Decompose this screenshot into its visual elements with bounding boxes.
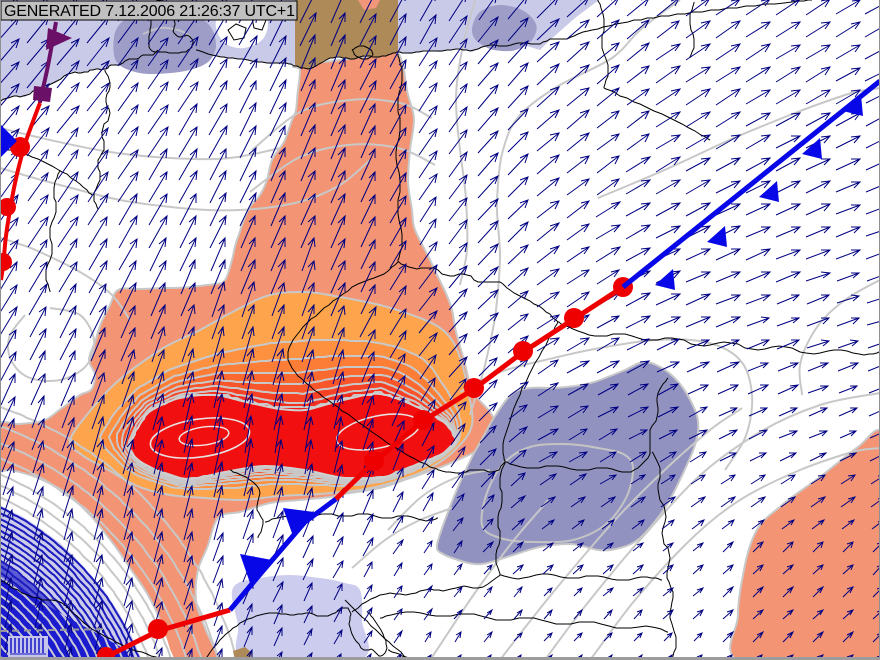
svg-text:GENERATED 7.12.2006 21:26:37 U: GENERATED 7.12.2006 21:26:37 UTC+1 xyxy=(4,3,295,20)
